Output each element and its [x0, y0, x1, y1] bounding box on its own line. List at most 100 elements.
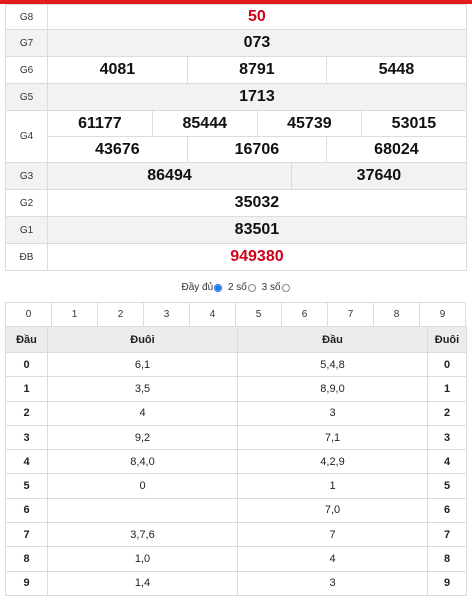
prize-number: 50: [47, 4, 467, 30]
special-prize-number: 949380: [47, 243, 467, 271]
head-values: 7: [237, 522, 428, 548]
table-row: 4 8,4,0 4,2,9 4: [5, 449, 467, 475]
prize-label: G8: [5, 4, 48, 30]
digit-filter-8[interactable]: 8: [373, 302, 420, 327]
tail-digit: 1: [427, 376, 467, 402]
prize-label: G4: [5, 110, 48, 163]
digit-filter-6[interactable]: 6: [281, 302, 328, 327]
prize-number: 37640: [291, 162, 467, 190]
prize-number: 16706: [186, 136, 328, 163]
display-mode-options: Đầy đủ 2 số 3 số: [0, 281, 472, 295]
head-values: 3: [237, 400, 428, 426]
head-values: 1: [237, 473, 428, 499]
table-row: 7 3,7,6 7 7: [5, 522, 467, 548]
option-three-digit[interactable]: 3 số: [262, 281, 291, 295]
prize-label: ĐB: [5, 243, 48, 271]
tail-values: 3,5: [47, 376, 238, 402]
tail-digit: 8: [427, 546, 467, 572]
tail-values: 1,4: [47, 570, 238, 596]
tail-digit: 3: [427, 424, 467, 451]
option-three-digit-label: 3 số: [261, 282, 281, 293]
digit-filter-3[interactable]: 3: [143, 302, 190, 327]
prize-results-table: G8 50 G7 073 G6 4081 8791 5448 G5 1713 G…: [5, 4, 467, 271]
table-row: 6 7,0 6: [5, 497, 467, 524]
digit-filter-9[interactable]: 9: [419, 302, 466, 327]
prize-number: 1713: [47, 83, 467, 111]
table-row: 5 0 1 5: [5, 473, 467, 499]
tail-digit: 6: [427, 497, 467, 524]
table-row: 8 1,0 4 8: [5, 546, 467, 572]
digit-filter-2[interactable]: 2: [97, 302, 144, 327]
tail-values: 9,2: [47, 424, 238, 451]
tail-values: 6,1: [47, 351, 238, 378]
tail-values: 8,4,0: [47, 449, 238, 475]
prize-number: 8791: [186, 56, 328, 84]
prize-number: 83501: [47, 216, 467, 244]
head-digit: 3: [5, 424, 48, 451]
digit-filter-row: 0 1 2 3 4 5 6 7 8 9: [5, 302, 466, 327]
prize-row-g5: G5 1713: [5, 83, 467, 111]
prize-number: 4081: [47, 56, 188, 84]
prize-label: G1: [5, 216, 48, 244]
digit-filter-4[interactable]: 4: [189, 302, 236, 327]
tail-values: 0: [47, 473, 238, 499]
head-values: 7,0: [237, 497, 428, 524]
prize-number: 43676: [47, 136, 188, 163]
tail-digit: 7: [427, 522, 467, 548]
prize-row-g6: G6 4081 8791 5448: [5, 56, 467, 84]
tail-values: [47, 497, 238, 524]
table-row: 1 3,5 8,9,0 1: [5, 376, 467, 402]
head-digit: 1: [5, 376, 48, 402]
tail-digit: 4: [427, 449, 467, 475]
column-header: Đuôi: [427, 326, 467, 353]
radio-selected-icon[interactable]: [214, 284, 223, 292]
radio-unselected-icon[interactable]: [247, 284, 256, 292]
table-row: 0 6,1 5,4,8 0: [5, 351, 467, 378]
head-digit: 5: [5, 473, 48, 499]
digit-filter-5[interactable]: 5: [235, 302, 282, 327]
head-digit: 2: [5, 400, 48, 426]
table-row: 9 1,4 3 9: [5, 570, 467, 596]
head-values: 4,2,9: [237, 449, 428, 475]
radio-unselected-icon[interactable]: [281, 284, 290, 292]
tail-digit: 5: [427, 473, 467, 499]
column-header: Đuôi: [47, 326, 238, 353]
option-two-digit-label: 2 số: [227, 282, 247, 293]
head-values: 3: [237, 570, 428, 596]
prize-row-g2: G2 35032: [5, 189, 467, 217]
tail-values: 1,0: [47, 546, 238, 572]
prize-number: 85444: [151, 110, 258, 137]
option-full[interactable]: Đầy đủ: [181, 281, 223, 295]
digit-filter-7[interactable]: 7: [327, 302, 374, 327]
prize-row-special: ĐB 949380: [5, 243, 467, 271]
prize-label: G7: [5, 29, 48, 57]
prize-number: 5448: [326, 56, 467, 84]
digit-filter-1[interactable]: 1: [51, 302, 98, 327]
prize-number: 073: [47, 29, 467, 57]
head-digit: 8: [5, 546, 48, 572]
digit-filter-0[interactable]: 0: [5, 302, 52, 327]
head-digit: 9: [5, 570, 48, 596]
head-digit: 7: [5, 522, 48, 548]
head-digit: 0: [5, 351, 48, 378]
prize-number: 45739: [256, 110, 363, 137]
prize-number: 61177: [47, 110, 153, 137]
prize-number: 53015: [361, 110, 467, 137]
head-tail-table: Đầu Đuôi Đầu Đuôi 0 6,1 5,4,8 0 1 3,5 8,…: [5, 326, 467, 596]
prize-row-g3: G3 86494 37640: [5, 162, 467, 190]
prize-number: 35032: [47, 189, 467, 217]
tail-digit: 0: [427, 351, 467, 378]
option-two-digit[interactable]: 2 số: [228, 281, 257, 295]
prize-number: 68024: [326, 136, 467, 163]
prize-label: G6: [5, 56, 48, 84]
column-header: Đầu: [237, 326, 428, 353]
tail-digit: 9: [427, 570, 467, 596]
top-accent-bar: [0, 0, 472, 4]
tail-digit: 2: [427, 400, 467, 426]
tail-values: 3,7,6: [47, 522, 238, 548]
prize-label: G5: [5, 83, 48, 111]
head-tail-header-row: Đầu Đuôi Đầu Đuôi: [5, 326, 467, 353]
head-digit: 4: [5, 449, 48, 475]
head-values: 7,1: [237, 424, 428, 451]
table-row: 2 4 3 2: [5, 400, 467, 426]
